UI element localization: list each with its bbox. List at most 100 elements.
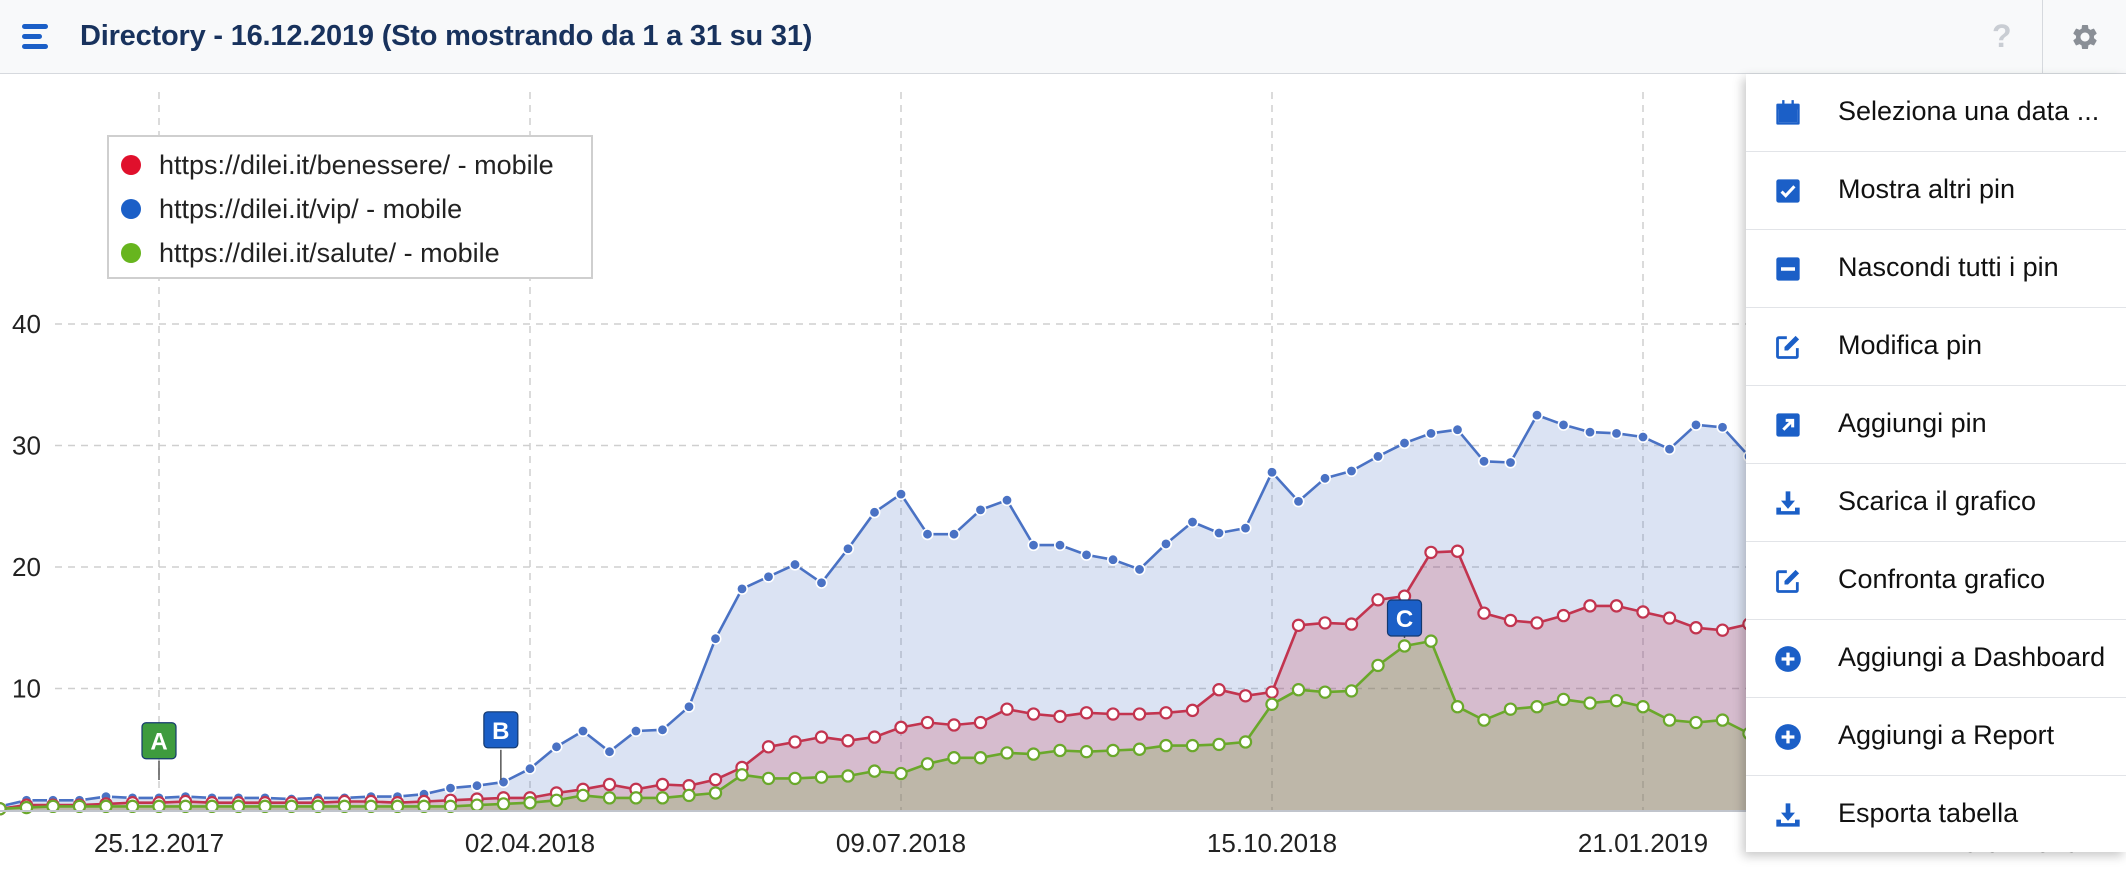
- menu-item-select-date[interactable]: Seleziona una data ...: [1746, 74, 2126, 152]
- data-point: [1238, 735, 1253, 749]
- calendar-icon: [1776, 100, 1800, 125]
- x-tick-label: 21.01.2019: [1578, 828, 1708, 858]
- y-tick-label: 20: [12, 552, 41, 582]
- page-title: Directory - 16.12.2019 (Sto mostrando da…: [80, 20, 813, 52]
- data-point: [1636, 605, 1650, 619]
- data-point: [920, 757, 935, 771]
- data-point: [1292, 495, 1305, 508]
- data-point: [1662, 611, 1677, 625]
- data-point: [1344, 684, 1359, 698]
- data-point: [814, 730, 829, 744]
- data-point: [1159, 738, 1173, 753]
- data-point: [1133, 563, 1146, 576]
- data-point: [1186, 516, 1199, 529]
- data-point: [1106, 707, 1120, 721]
- data-point: [682, 700, 695, 713]
- data-point: [1318, 616, 1332, 630]
- data-point: [1185, 703, 1200, 718]
- data-point: [1344, 617, 1359, 631]
- data-point: [1610, 427, 1623, 440]
- data-point: [1397, 639, 1412, 653]
- menu-item-label: Confronta grafico: [1838, 564, 2046, 594]
- data-point: [841, 542, 854, 555]
- data-point: [655, 777, 670, 792]
- menu-item-label: Scarica il grafico: [1838, 486, 2037, 516]
- data-point: [973, 715, 988, 730]
- series-area: [0, 641, 2126, 810]
- hamburger-menu-icon[interactable]: [22, 24, 52, 50]
- settings-button[interactable]: [2042, 0, 2126, 74]
- x-tick-label: 09.07.2018: [836, 828, 966, 858]
- data-point: [1424, 545, 1438, 560]
- checkbox-checked-icon: [1776, 179, 1800, 203]
- download-icon: [1776, 803, 1800, 827]
- data-point: [655, 791, 670, 805]
- data-point: [1132, 742, 1147, 756]
- help-icon[interactable]: ?: [1992, 18, 2012, 54]
- legend-label: https://dilei.it/benessere/ - mobile: [159, 149, 554, 180]
- data-point: [1662, 713, 1677, 727]
- data-point: [1318, 685, 1332, 699]
- data-point: [1477, 713, 1491, 727]
- data-point: [656, 723, 669, 736]
- pin-label: A: [150, 729, 167, 756]
- data-point: [1504, 456, 1517, 469]
- x-tick-label: 15.10.2018: [1207, 828, 1337, 858]
- menu-item-label: Modifica pin: [1838, 330, 1983, 360]
- data-point: [1159, 706, 1173, 720]
- series-area: [0, 411, 2126, 810]
- data-point: [496, 797, 511, 811]
- menu-item-show-pins[interactable]: Mostra altri pin: [1746, 152, 2126, 230]
- data-point: [1715, 713, 1730, 727]
- legend-item-salute[interactable]: https://dilei.it/salute/ - mobile: [121, 233, 500, 273]
- data-point: [867, 764, 882, 778]
- menu-item-edit-pin[interactable]: Modifica pin: [1746, 308, 2126, 386]
- data-point: [629, 725, 642, 738]
- data-point: [1291, 618, 1306, 633]
- menu-item-hide-pins[interactable]: Nascondi tutti i pin: [1746, 230, 2126, 308]
- menu-item-add-pin[interactable]: Aggiungi pin: [1746, 386, 2126, 464]
- data-point: [1557, 418, 1570, 431]
- menu-item-label: Aggiungi pin: [1838, 408, 1987, 438]
- data-point: [1026, 747, 1041, 761]
- data-point: [1265, 697, 1279, 711]
- data-point: [1583, 599, 1597, 613]
- data-point: [788, 735, 802, 749]
- data-point: [815, 576, 828, 589]
- y-tick-label: 40: [12, 309, 41, 339]
- data-point: [894, 720, 908, 735]
- arrow-up-right-box-icon: [1776, 413, 1800, 437]
- menu-item-add-report[interactable]: Aggiungi a Report: [1746, 698, 2126, 776]
- menu-item-export-table[interactable]: Esporta tabella: [1746, 776, 2126, 854]
- data-point: [1212, 737, 1226, 752]
- data-point: [1000, 702, 1014, 716]
- data-point: [1636, 700, 1650, 714]
- legend-item-benessere[interactable]: https://dilei.it/benessere/ - mobile: [121, 145, 554, 185]
- legend-item-vip[interactable]: https://dilei.it/vip/ - mobile: [121, 189, 462, 229]
- data-point: [1663, 443, 1676, 456]
- data-point: [788, 771, 802, 786]
- data-point: [1583, 696, 1597, 710]
- data-point: [1398, 437, 1411, 450]
- data-point: [1503, 613, 1518, 628]
- data-point: [549, 793, 564, 807]
- menu-item-label: Aggiungi a Report: [1838, 720, 2055, 750]
- menu-item-compare-chart[interactable]: Confronta grafico: [1746, 542, 2126, 620]
- data-point: [1450, 700, 1465, 714]
- data-point: [974, 503, 987, 516]
- data-point: [1690, 418, 1703, 431]
- data-point: [1556, 608, 1571, 623]
- menu-item-label: Esporta tabella: [1838, 798, 2019, 828]
- menu-item-add-dashboard[interactable]: Aggiungi a Dashboard: [1746, 620, 2126, 698]
- pin-label: B: [492, 718, 509, 745]
- data-point: [973, 751, 988, 765]
- legend-label: https://dilei.it/vip/ - mobile: [159, 193, 463, 224]
- data-point: [1000, 494, 1013, 507]
- data-point: [576, 725, 589, 738]
- data-point: [0, 802, 7, 816]
- series-area: [0, 551, 2126, 810]
- menu-item-download-chart[interactable]: Scarica il grafico: [1746, 464, 2126, 542]
- data-point: [708, 786, 723, 800]
- gear-icon: [2073, 24, 2097, 49]
- legend-dot-blue: [121, 199, 141, 219]
